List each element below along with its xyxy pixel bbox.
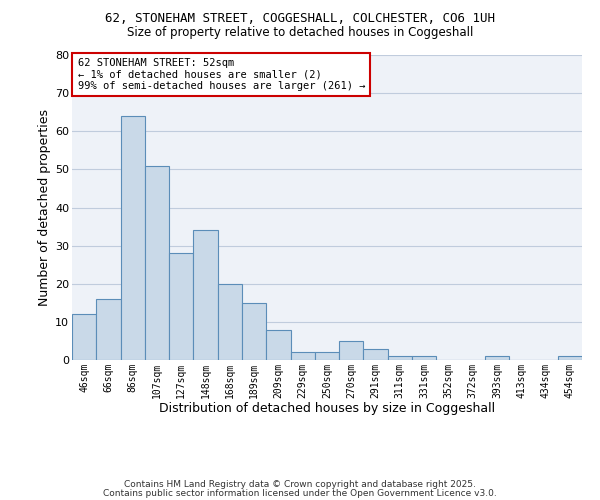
Bar: [218, 284, 242, 360]
Bar: [290, 352, 315, 360]
Bar: [242, 303, 266, 360]
Bar: [72, 314, 96, 360]
Bar: [96, 299, 121, 360]
Y-axis label: Number of detached properties: Number of detached properties: [38, 109, 51, 306]
Bar: [558, 356, 582, 360]
Bar: [121, 116, 145, 360]
Bar: [169, 253, 193, 360]
Bar: [485, 356, 509, 360]
Text: 62 STONEHAM STREET: 52sqm
← 1% of detached houses are smaller (2)
99% of semi-de: 62 STONEHAM STREET: 52sqm ← 1% of detach…: [77, 58, 365, 91]
Text: 62, STONEHAM STREET, COGGESHALL, COLCHESTER, CO6 1UH: 62, STONEHAM STREET, COGGESHALL, COLCHES…: [105, 12, 495, 26]
X-axis label: Distribution of detached houses by size in Coggeshall: Distribution of detached houses by size …: [159, 402, 495, 415]
Bar: [315, 352, 339, 360]
Bar: [266, 330, 290, 360]
Bar: [145, 166, 169, 360]
Text: Contains public sector information licensed under the Open Government Licence v3: Contains public sector information licen…: [103, 490, 497, 498]
Bar: [364, 348, 388, 360]
Text: Contains HM Land Registry data © Crown copyright and database right 2025.: Contains HM Land Registry data © Crown c…: [124, 480, 476, 489]
Bar: [412, 356, 436, 360]
Text: Size of property relative to detached houses in Coggeshall: Size of property relative to detached ho…: [127, 26, 473, 39]
Bar: [339, 341, 364, 360]
Bar: [388, 356, 412, 360]
Bar: [193, 230, 218, 360]
